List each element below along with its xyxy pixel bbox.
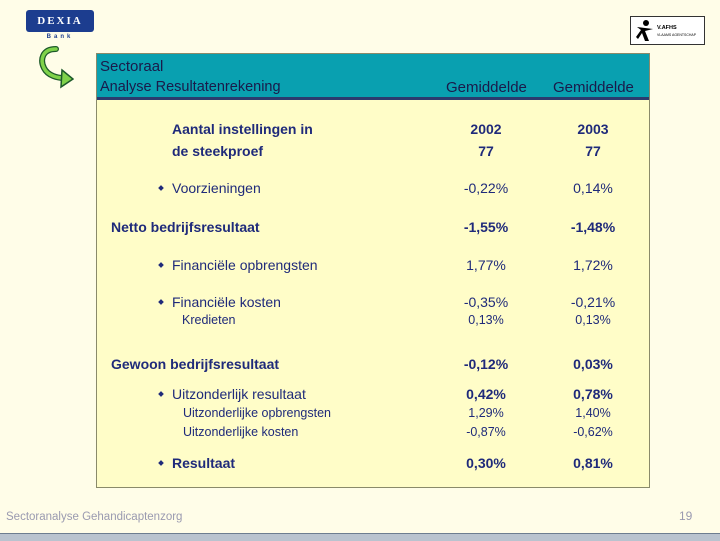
person-icon — [636, 20, 653, 41]
resultaat-2002: 0,30% — [466, 455, 506, 471]
year-2003: 2003 — [577, 121, 609, 137]
uitzonderlijk-2003: 0,78% — [573, 386, 613, 402]
vaph-logo: V.AFHS VLAAMS AGENTSCHAP — [630, 16, 705, 45]
kredieten-2003: 0,13% — [575, 313, 611, 327]
vaph-logo-line1: V.AFHS — [657, 25, 677, 31]
kredieten-label: Kredieten — [182, 313, 236, 327]
page-number: 19 — [679, 509, 693, 523]
netto-2003: -1,48% — [570, 219, 616, 235]
uitzonderlijk-2002: 0,42% — [466, 386, 506, 402]
analysis-panel: Sectoraal Analyse Resultatenrekening Gem… — [96, 53, 650, 488]
bullet-icon — [158, 185, 164, 191]
column-header-2: Gemiddelde — [553, 79, 634, 96]
footer-text: Sectoranalyse Gehandicaptenzorg — [6, 511, 183, 523]
year-2002: 2002 — [470, 121, 502, 137]
bullet-icon — [158, 391, 164, 397]
voorzieningen-2002: -0,22% — [463, 180, 509, 196]
fin-kost-label: Financiële kosten — [172, 294, 281, 310]
return-arrow-icon[interactable] — [38, 46, 74, 90]
bullet-icon — [158, 460, 164, 466]
gewoon-2002: -0,12% — [463, 356, 509, 372]
uitz-opbr-label: Uitzonderlijke opbrengsten — [183, 406, 332, 420]
dexia-logo: DEXIA Bank — [26, 10, 96, 44]
dexia-logo-text: DEXIA — [26, 10, 94, 32]
bottom-bar — [0, 533, 720, 541]
bullet-icon — [158, 262, 164, 268]
uitz-kost-2002: -0,87% — [466, 425, 506, 439]
uitz-kost-2003: -0,62% — [573, 425, 613, 439]
uitz-opbr-2003: 1,40% — [575, 406, 611, 420]
column-header-1: Gemiddelde — [446, 79, 527, 96]
count-label-line2: de steekproef — [172, 143, 264, 159]
netto-2002: -1,55% — [463, 219, 509, 235]
bullet-icon — [158, 299, 164, 305]
uitz-kost-label: Uitzonderlijke kosten — [183, 425, 299, 439]
fin-kost-2003: -0,21% — [570, 294, 616, 310]
gewoon-label: Gewoon bedrijfsresultaat — [111, 356, 280, 372]
fin-opbr-label: Financiële opbrengsten — [172, 257, 318, 273]
gewoon-2003: 0,03% — [573, 356, 613, 372]
uitz-opbr-2002: 1,29% — [468, 406, 504, 420]
count-2003: 77 — [585, 143, 601, 159]
voorzieningen-label: Voorzieningen — [172, 180, 261, 196]
kredieten-2002: 0,13% — [468, 313, 504, 327]
fin-kost-2002: -0,35% — [463, 294, 509, 310]
fin-opbr-2003: 1,72% — [573, 257, 613, 273]
panel-header: Sectoraal Analyse Resultatenrekening Gem… — [97, 54, 649, 100]
netto-label: Netto bedrijfsresultaat — [111, 219, 260, 235]
resultaat-2003: 0,81% — [573, 455, 613, 471]
panel-title: Sectoraal — [100, 58, 164, 75]
count-2002: 77 — [478, 143, 494, 159]
uitzonderlijk-label: Uitzonderlijk resultaat — [172, 386, 306, 402]
voorzieningen-2003: 0,14% — [573, 180, 613, 196]
vaph-logo-line2: VLAAMS AGENTSCHAP — [657, 33, 697, 37]
dexia-logo-sub: Bank — [46, 34, 74, 40]
count-label-line1: Aantal instellingen in — [172, 121, 313, 137]
fin-opbr-2002: 1,77% — [466, 257, 506, 273]
resultaat-label: Resultaat — [172, 455, 236, 471]
panel-subtitle: Analyse Resultatenrekening — [100, 79, 281, 95]
